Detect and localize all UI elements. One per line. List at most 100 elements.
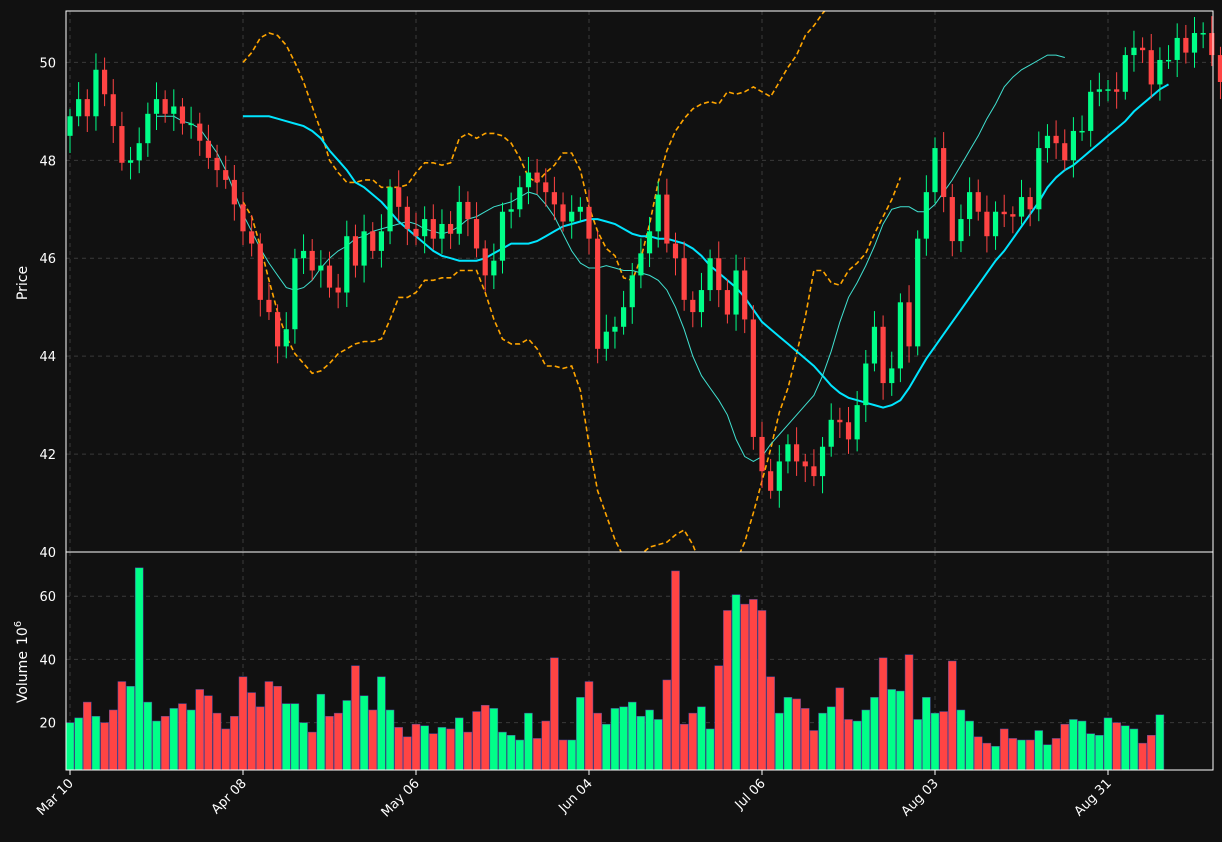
volume-bar bbox=[896, 690, 905, 771]
volume-bar bbox=[1086, 733, 1095, 771]
candle-body bbox=[560, 204, 566, 222]
candle-body bbox=[102, 69, 108, 95]
volume-tick-label: 40 bbox=[39, 653, 56, 668]
volume-unit-exponent: 6 bbox=[13, 621, 24, 627]
volume-axis-label: Volume 106 bbox=[13, 621, 31, 703]
candle-body bbox=[249, 231, 255, 244]
candle-body bbox=[525, 172, 532, 188]
candle-body bbox=[352, 236, 359, 266]
candle-body bbox=[819, 446, 826, 477]
volume-bar bbox=[558, 739, 568, 771]
volume-bar bbox=[965, 720, 974, 771]
candle-body bbox=[1036, 148, 1042, 210]
volume-bar bbox=[446, 728, 455, 771]
volume-bar bbox=[134, 567, 144, 771]
volume-bar bbox=[861, 709, 871, 771]
candle-body bbox=[266, 299, 272, 313]
candle-body bbox=[664, 194, 670, 244]
candle-body bbox=[984, 211, 990, 237]
volume-bar bbox=[91, 716, 101, 771]
candle-body bbox=[240, 204, 246, 232]
volume-bar bbox=[368, 709, 377, 771]
candle-body bbox=[828, 419, 834, 447]
candle-body bbox=[569, 211, 575, 222]
candle-body bbox=[309, 250, 315, 271]
candle-body bbox=[448, 223, 454, 234]
candle-body bbox=[551, 192, 557, 205]
candle-body bbox=[67, 116, 73, 136]
volume-bar bbox=[697, 706, 706, 771]
candle-body bbox=[785, 444, 791, 462]
candle-body bbox=[837, 419, 843, 423]
candle-body bbox=[776, 461, 782, 491]
moving-averages bbox=[156, 54, 1169, 462]
volume-bar bbox=[204, 695, 213, 771]
price-tick-label: 50 bbox=[39, 56, 56, 71]
volume-bar bbox=[117, 681, 127, 771]
candle-body bbox=[1018, 197, 1025, 217]
volume-bar bbox=[264, 681, 274, 771]
candle-body bbox=[802, 461, 808, 467]
price-tick-label: 44 bbox=[39, 350, 56, 365]
volume-bar bbox=[212, 712, 222, 771]
volume-bar bbox=[818, 712, 827, 771]
volume-bar bbox=[982, 742, 992, 771]
candle-body bbox=[93, 69, 99, 117]
candle-body bbox=[300, 250, 307, 259]
candle-body bbox=[543, 182, 549, 193]
volume-bar bbox=[480, 704, 490, 771]
candle-body bbox=[335, 287, 341, 293]
volume-bar bbox=[870, 697, 879, 771]
volume-bar bbox=[956, 709, 966, 771]
candle-body bbox=[283, 329, 289, 347]
candle-body bbox=[949, 197, 955, 242]
volume-bar bbox=[221, 728, 230, 771]
volume-bar bbox=[420, 725, 429, 771]
volume-bar bbox=[593, 712, 602, 771]
candle-body bbox=[179, 106, 186, 124]
volume-panel-frame bbox=[65, 551, 1214, 771]
candle-body bbox=[975, 192, 981, 212]
volume-bar bbox=[307, 731, 317, 771]
volume-bar bbox=[541, 720, 550, 771]
volume-bar bbox=[878, 657, 888, 771]
volume-bar bbox=[351, 665, 360, 771]
volume-bar bbox=[437, 727, 447, 771]
volume-bar bbox=[567, 739, 576, 771]
volume-bar bbox=[1103, 717, 1113, 771]
candle-body bbox=[1157, 59, 1163, 85]
volume-bar bbox=[705, 728, 715, 771]
volume-bar bbox=[576, 697, 585, 771]
volume-bar bbox=[1138, 742, 1147, 771]
candle-body bbox=[136, 143, 142, 161]
volume-bar bbox=[342, 700, 352, 771]
volume-bar bbox=[887, 689, 896, 771]
volume-bar bbox=[766, 676, 775, 771]
volume-bar bbox=[83, 701, 92, 771]
volume-label-text: Volume bbox=[15, 651, 31, 703]
candle-body bbox=[517, 187, 523, 210]
volume-bar bbox=[679, 723, 689, 771]
volume-bar bbox=[999, 728, 1009, 771]
volume-bar bbox=[1155, 714, 1165, 771]
candle-body bbox=[231, 179, 237, 205]
candle-body bbox=[768, 471, 774, 491]
candle-body bbox=[214, 157, 220, 171]
volume-bar bbox=[325, 716, 334, 771]
volume-bar bbox=[403, 736, 412, 771]
volume-tick-label: 20 bbox=[39, 717, 56, 732]
volume-bar bbox=[178, 703, 187, 771]
candle-body bbox=[733, 270, 739, 315]
candle-body bbox=[318, 265, 324, 271]
candle-body bbox=[698, 290, 705, 313]
volume-bar bbox=[775, 712, 784, 771]
candle-body bbox=[794, 444, 800, 462]
candle-body bbox=[1140, 47, 1146, 51]
price-tick-label: 46 bbox=[39, 252, 56, 267]
volume-bar bbox=[169, 708, 179, 771]
candle-body bbox=[811, 466, 817, 477]
candle-body bbox=[1191, 33, 1198, 53]
volume-bar bbox=[411, 723, 421, 771]
volume-bar bbox=[333, 712, 343, 771]
